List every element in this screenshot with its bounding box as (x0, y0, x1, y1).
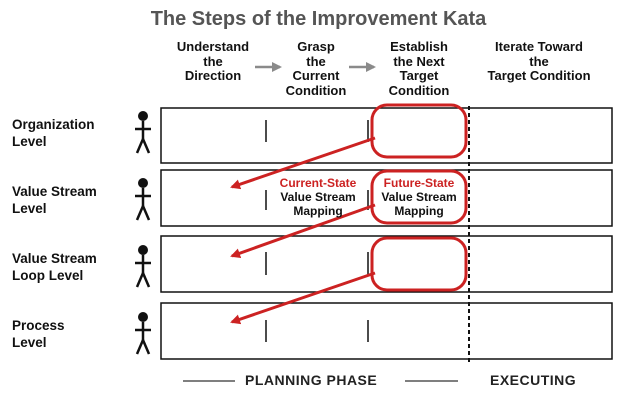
level-value-stream: Value Stream Level (12, 184, 97, 216)
level-process: Process Level (12, 318, 65, 350)
person-icon (133, 310, 153, 356)
diagram-title: The Steps of the Improvement Kata (150, 8, 487, 30)
target-box-loop (370, 236, 468, 292)
person-icon (133, 243, 153, 289)
future-state-body: Value Stream Mapping (381, 190, 457, 218)
current-state-title: Current-State (279, 176, 357, 190)
band-loop (160, 235, 613, 293)
step-grasp-current-condition: Grasp the Current Condition (285, 39, 347, 98)
cascade-arrow-1 (230, 136, 376, 190)
band-process (160, 302, 613, 360)
level-value-stream-loop: Value Stream Loop Level (12, 251, 97, 283)
future-state-title: Future-State (383, 176, 455, 190)
step-establish-target-condition: Establish the Next Target Condition (388, 39, 450, 98)
cascade-arrow-2 (230, 203, 376, 259)
level-organization: Organization Level (12, 117, 95, 149)
person-icon (133, 176, 153, 222)
step-understand-direction: Understand the Direction (176, 39, 250, 83)
cascade-arrow-3 (230, 271, 376, 325)
future-state-mapping-label: Future-State Value Stream Mapping (372, 176, 466, 218)
planning-phase-label: PLANNING PHASE (245, 372, 378, 388)
step-iterate-toward-target: Iterate Toward the Target Condition (487, 39, 591, 83)
target-box-value-stream (370, 169, 468, 225)
target-box-organization (370, 103, 468, 159)
band-organization (160, 107, 613, 164)
current-state-mapping-label: Current-State Value Stream Mapping (270, 176, 366, 218)
current-state-body: Value Stream Mapping (280, 190, 356, 218)
executing-label: EXECUTING (490, 372, 577, 388)
person-icon (133, 109, 153, 155)
